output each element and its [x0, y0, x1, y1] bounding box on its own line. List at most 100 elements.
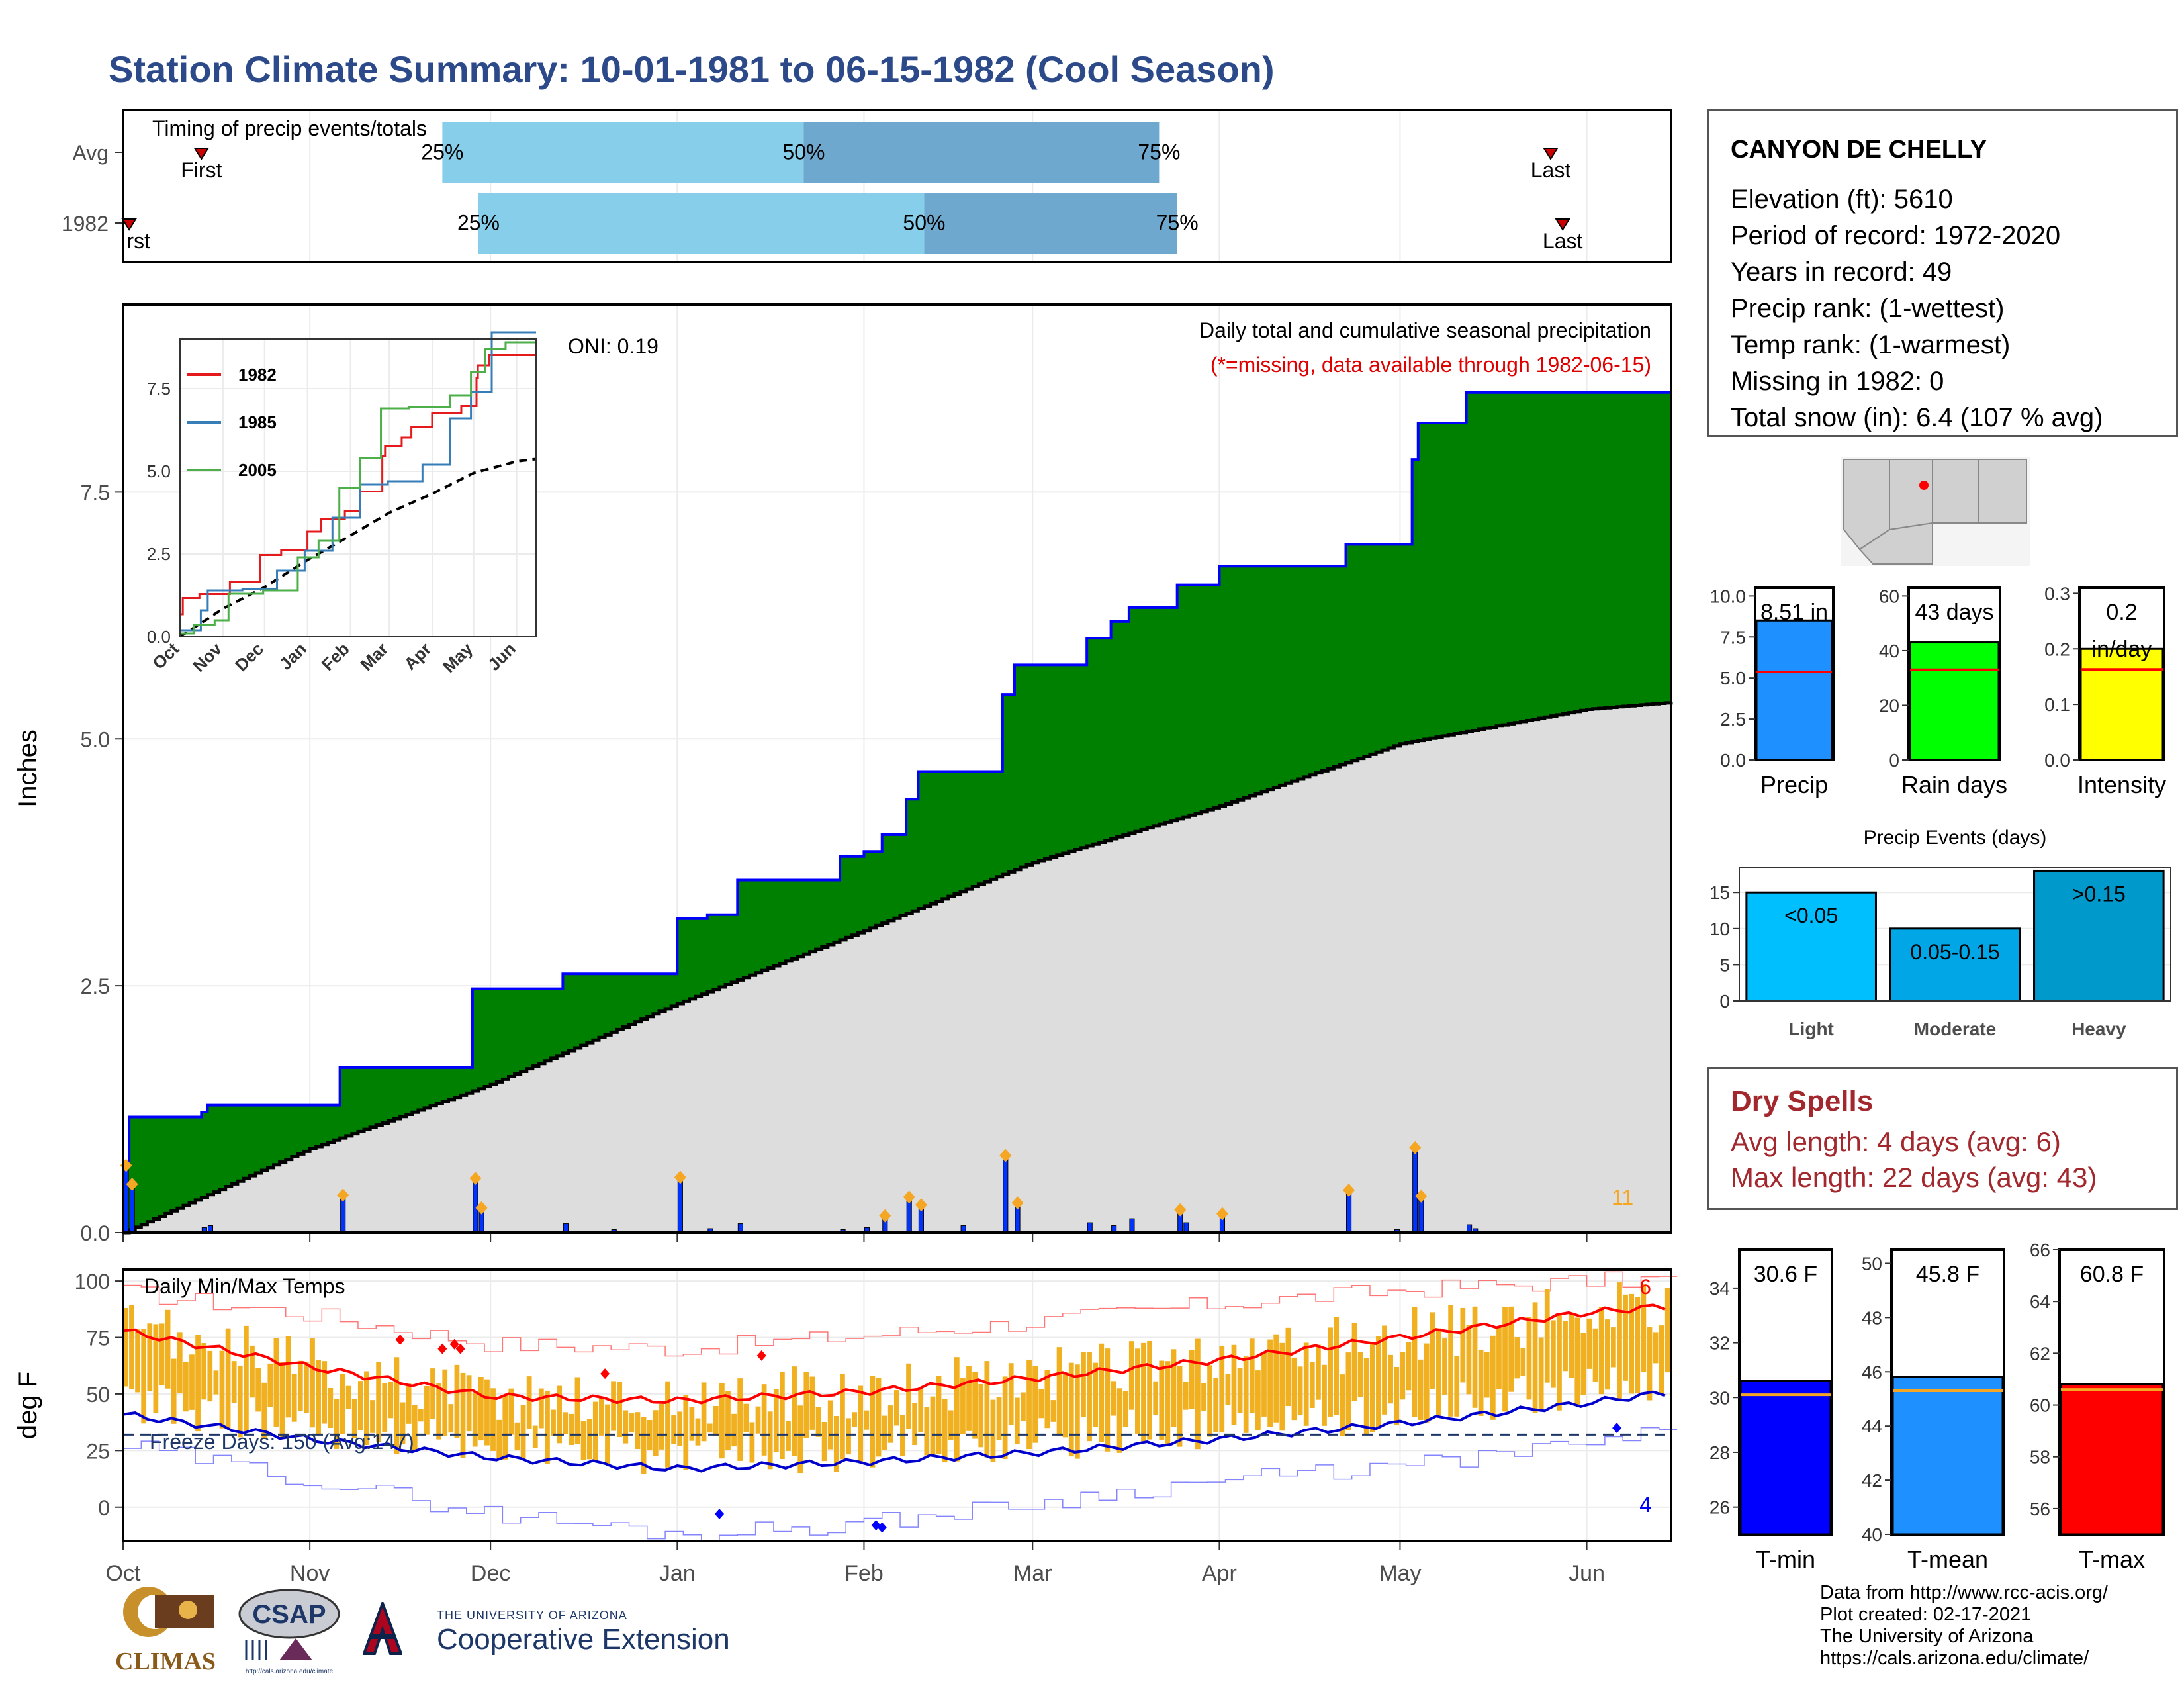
- tmean-ytick-label: 46: [1862, 1362, 1882, 1382]
- daily-temp-bar: [1574, 1317, 1580, 1406]
- precip_total-bar: [1755, 619, 1833, 761]
- timing-last-label: Last: [1543, 229, 1583, 253]
- daily-temp-bar: [563, 1412, 569, 1434]
- daily-temp-bar: [1406, 1342, 1412, 1391]
- daily-temp-bar: [1442, 1338, 1447, 1395]
- daily-temp-bar: [1032, 1366, 1038, 1443]
- heavy-precip-marker: [337, 1188, 349, 1202]
- daily-temp-bar: [1538, 1337, 1544, 1411]
- daily-temp-bar: [165, 1309, 171, 1389]
- daily-temp-bar: [623, 1410, 629, 1444]
- daily-temp-bar: [207, 1350, 213, 1402]
- daily-temp-bar: [1056, 1347, 1062, 1436]
- intensity-ytick-label: 0.1: [2044, 694, 2070, 715]
- daily-temp-bar: [545, 1390, 550, 1464]
- daily-temp-bar: [1563, 1320, 1568, 1372]
- daily-temp-bar: [912, 1403, 917, 1446]
- daily-temp-bar: [1418, 1359, 1424, 1420]
- intensity-ytick-label: 0.0: [2044, 750, 2070, 771]
- credit-line: Data from http://www.rcc-acis.org/: [1820, 1582, 2109, 1603]
- daily-temp-bar: [351, 1399, 357, 1438]
- daily-temp-bar: [737, 1378, 743, 1461]
- temp-ytick-label: 100: [75, 1270, 110, 1293]
- csap-logo: CSAP http://cals.arizona.edu/climate: [238, 1589, 340, 1675]
- station-years: Years in record: 49: [1731, 258, 1952, 287]
- average-precip-line: [123, 701, 1673, 1235]
- daily-temp-bar: [821, 1422, 827, 1462]
- temp-ylabel: deg F: [13, 1372, 42, 1439]
- page-title: Station Climate Summary: 10-01-1981 to 0…: [109, 48, 1275, 90]
- daily-temp-bar: [1647, 1327, 1653, 1401]
- daily-temp-bar: [918, 1388, 924, 1432]
- tmean-ytick-label: 40: [1862, 1524, 1882, 1545]
- station-elevation: Elevation (ft): 5610: [1731, 185, 1953, 214]
- daily-temp-bar: [370, 1400, 375, 1433]
- tmax-ytick-label: 60: [2030, 1395, 2050, 1416]
- daily-temp-bar: [1219, 1346, 1225, 1432]
- timing-first-marker: [121, 218, 137, 231]
- station-name: CANYON DE CHELLY: [1731, 136, 1987, 164]
- climas-logo-text: CLIMAS: [115, 1648, 216, 1675]
- temp-ytick-label: 0: [98, 1496, 110, 1520]
- daily-temp-bar: [526, 1376, 532, 1429]
- inset-ytick-label: 5.0: [147, 461, 171, 481]
- daily-temp-bar: [1267, 1339, 1273, 1427]
- daily-temp-bar: [1134, 1348, 1140, 1434]
- daily-temp-bar: [617, 1382, 623, 1438]
- daily-temp-bar: [695, 1418, 701, 1446]
- heavy-precip-marker: [1174, 1203, 1187, 1217]
- rain_days-ytick-label: 20: [1879, 695, 1899, 716]
- daily-temp-bar: [1520, 1348, 1526, 1376]
- intensity-value-label: in/day: [2092, 637, 2152, 662]
- daily-temp-bar: [273, 1338, 279, 1427]
- daily-temp-bar: [1430, 1312, 1435, 1389]
- daily-temp-bar: [1159, 1360, 1165, 1440]
- map-state: [1889, 459, 1933, 531]
- daily-temp-bar: [1026, 1359, 1032, 1450]
- daily-temp-bar: [496, 1419, 502, 1458]
- events-ytick-label: 5: [1719, 955, 1730, 975]
- daily-temp-bar: [1021, 1392, 1026, 1421]
- tmean-ytick-label: 50: [1862, 1253, 1882, 1274]
- events-bar-heavy: [2033, 869, 2165, 1002]
- station-info-box: CANYON DE CHELLY Elevation (ft): 5610 Pe…: [1707, 109, 2178, 437]
- daily-temp-bar: [1105, 1348, 1111, 1452]
- daily-temp-bar: [424, 1385, 430, 1435]
- temp-xtick-label: Mar: [1013, 1561, 1052, 1586]
- daily-precip-bar: [1003, 1155, 1009, 1233]
- heavy-precip-marker: [1343, 1183, 1355, 1197]
- daily-temp-bar: [1592, 1328, 1598, 1382]
- daily-temp-bar: [1297, 1366, 1303, 1415]
- daily-precip-bar: [129, 1184, 135, 1233]
- daily-temp-bar: [454, 1364, 460, 1438]
- credit-line: The University of Arizona: [1820, 1626, 2034, 1647]
- daily-temp-bar: [1641, 1284, 1647, 1372]
- daily-temp-bar: [171, 1358, 177, 1424]
- record-high-marker: [756, 1350, 766, 1361]
- daily-temp-bar: [1128, 1341, 1134, 1410]
- average-precip-area: [123, 702, 1671, 1233]
- daily-temp-bar: [749, 1422, 755, 1463]
- heavy-precip-marker: [903, 1190, 915, 1204]
- tmean-bar: [1891, 1376, 2004, 1536]
- tmax-value-label: 60.8 F: [2080, 1262, 2144, 1287]
- precip-title: Daily total and cumulative seasonal prec…: [1199, 318, 1651, 342]
- daily-temp-bar: [1261, 1352, 1267, 1417]
- daily-temp-bar: [743, 1403, 749, 1432]
- daily-temp-bar: [135, 1329, 140, 1393]
- daily-temp-bar: [460, 1372, 466, 1458]
- daily-temp-bar: [683, 1395, 689, 1470]
- daily-temp-bar: [948, 1410, 954, 1440]
- daily-temp-bar: [520, 1405, 526, 1459]
- daily-temp-bar: [1201, 1383, 1206, 1411]
- events-category-label: Moderate: [1914, 1019, 1996, 1039]
- precip-ytick-label: 2.5: [81, 974, 110, 998]
- daily-temp-bar: [876, 1378, 882, 1457]
- daily-temp-bar: [436, 1383, 441, 1440]
- daily-temp-bar: [786, 1421, 791, 1451]
- daily-temp-bar: [725, 1391, 731, 1450]
- daily-temp-bar: [960, 1378, 966, 1435]
- daily-temp-bar: [1363, 1358, 1369, 1435]
- daily-temp-bar: [1153, 1381, 1159, 1415]
- daily-temp-bar: [887, 1405, 893, 1443]
